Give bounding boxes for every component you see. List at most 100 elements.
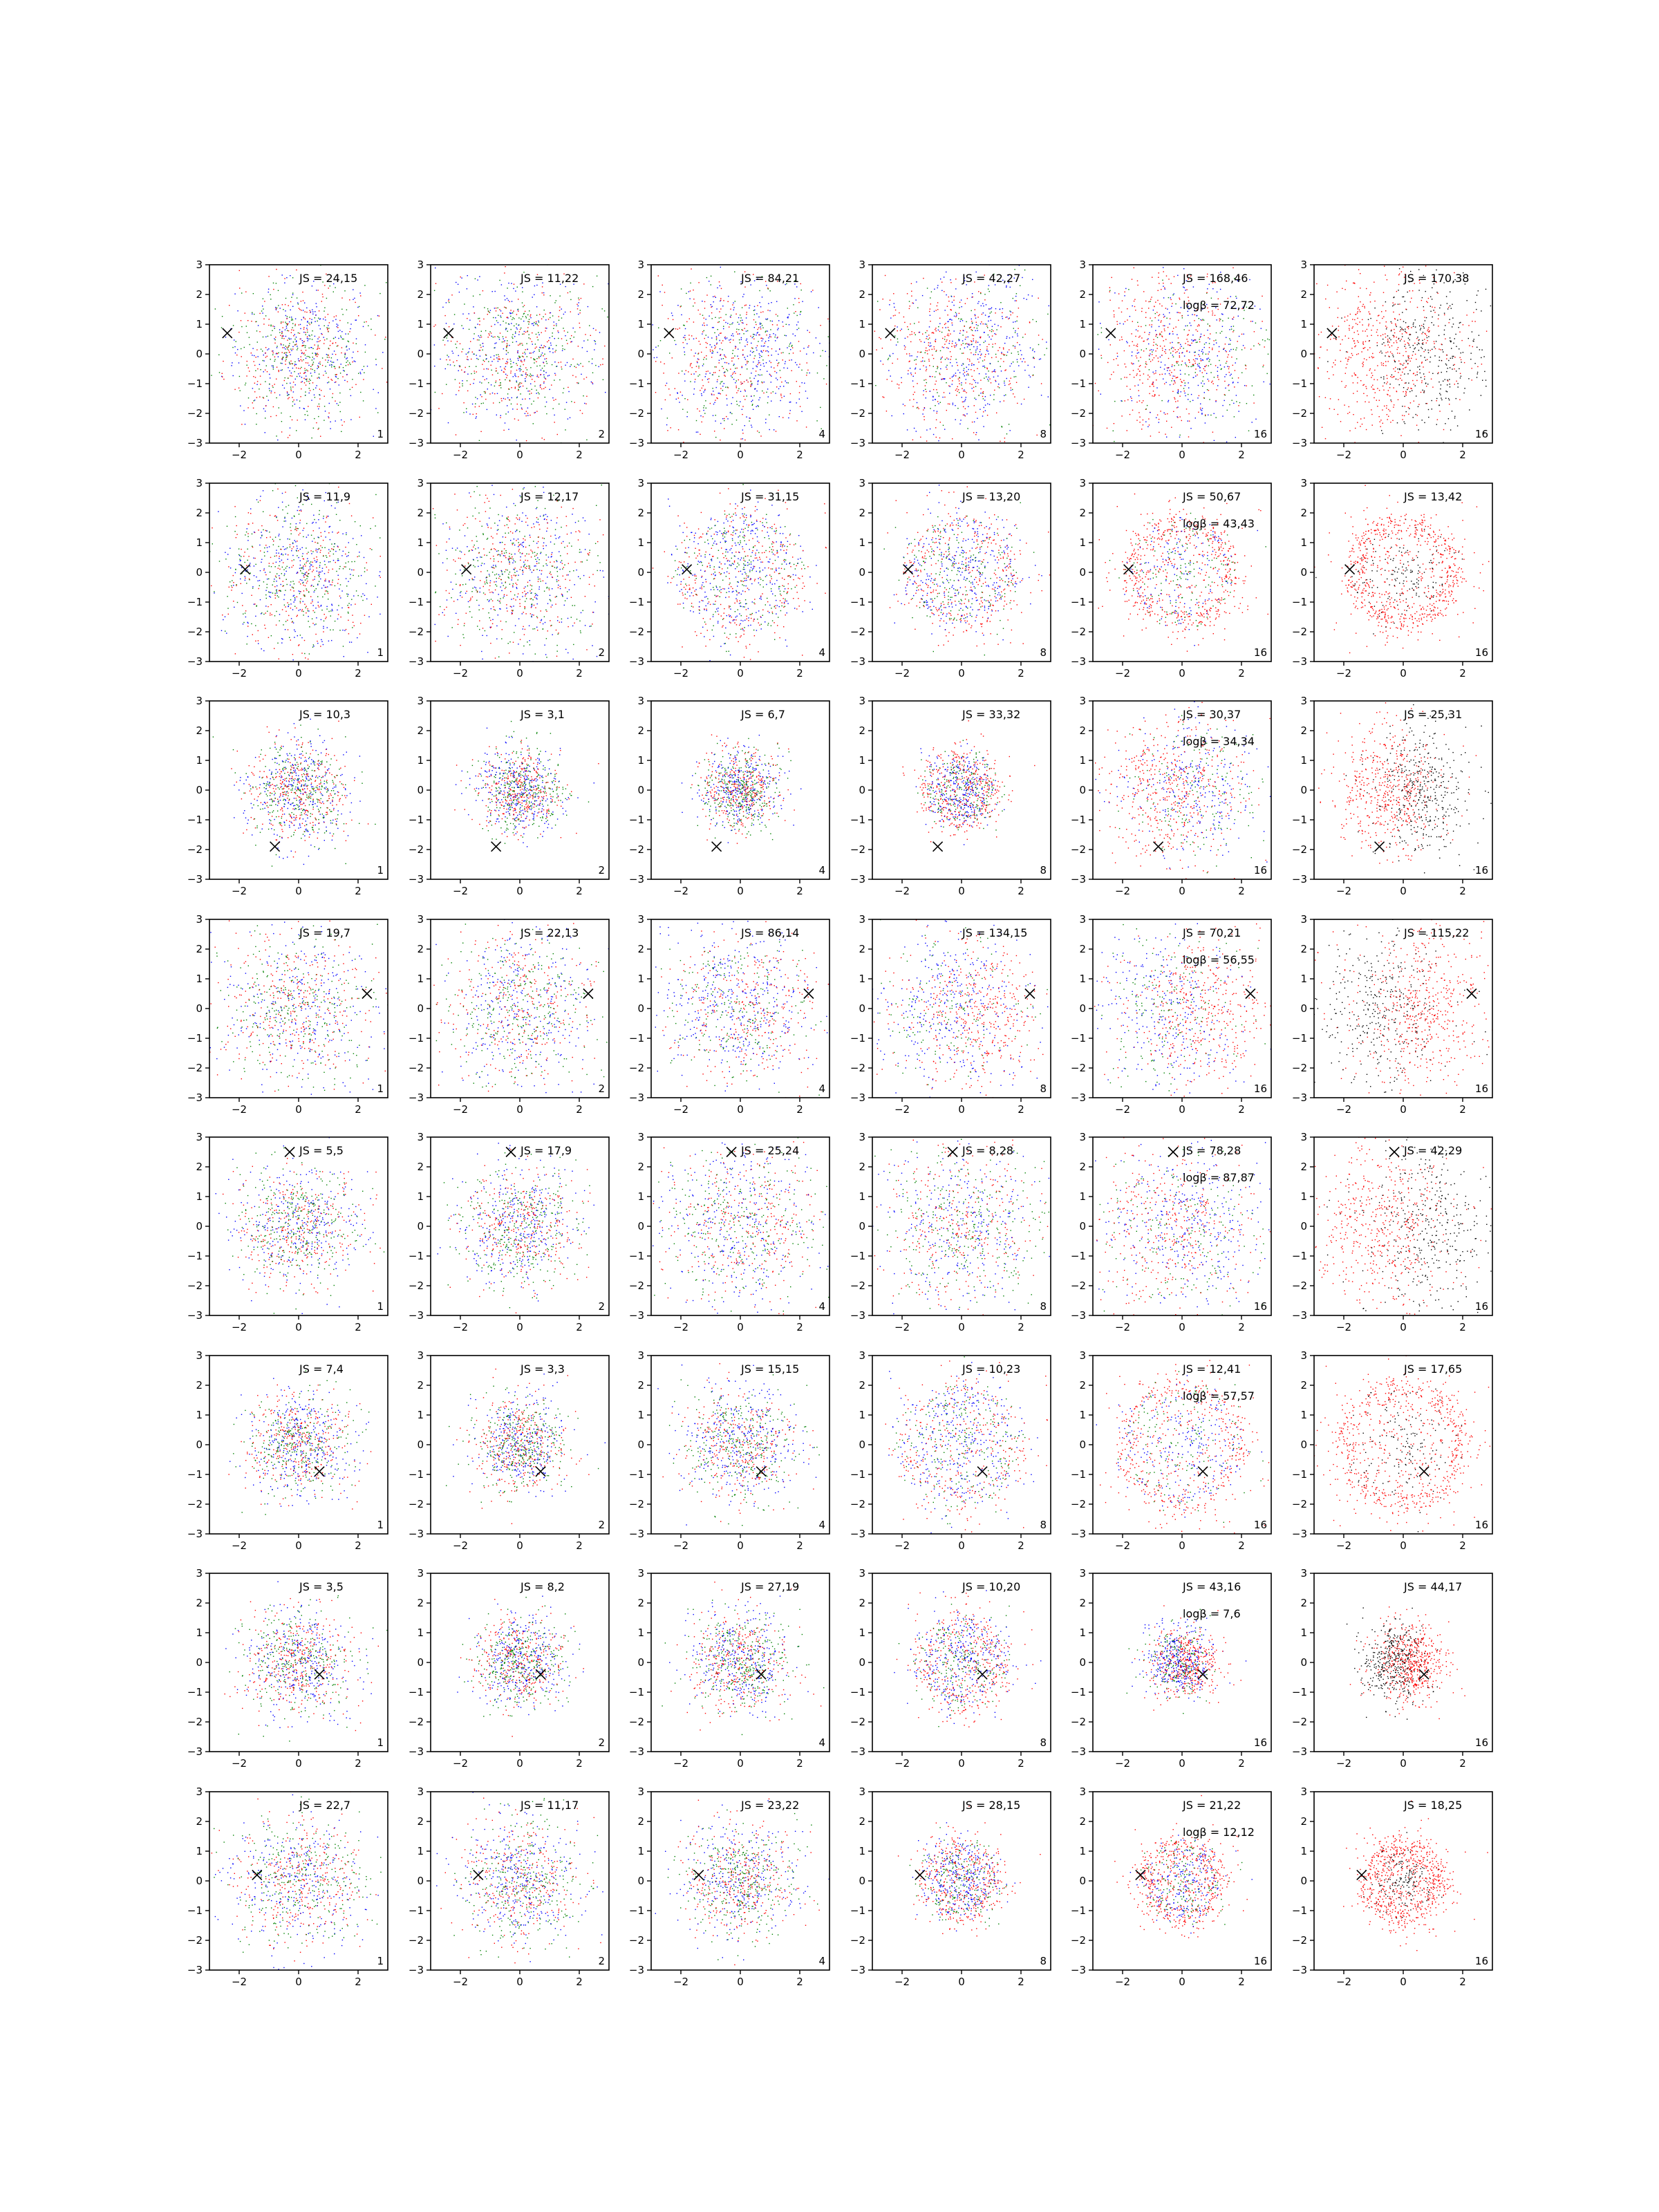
scatter-point [1427, 448, 1428, 449]
scatter-point [509, 301, 510, 303]
scatter-point [893, 293, 894, 294]
scatter-point [754, 355, 756, 357]
scatter-point [796, 402, 797, 404]
scatter-point [1134, 306, 1136, 308]
scatter-point [317, 346, 319, 348]
scatter-point [1023, 358, 1024, 359]
scatter-point [1149, 332, 1150, 333]
scatter-point [1046, 341, 1047, 343]
scatter-point [841, 403, 842, 404]
scatter-point [494, 324, 496, 326]
scatter-point [777, 329, 778, 330]
scatter-point [778, 320, 780, 321]
scatter-point [997, 375, 999, 377]
scatter-point [1032, 279, 1033, 281]
scatter-point [359, 292, 361, 294]
scatter-point [639, 310, 640, 311]
scatter-point [1157, 299, 1159, 301]
scatter-point [1441, 371, 1442, 373]
scatter-point [294, 365, 295, 366]
scatter-point [946, 357, 948, 359]
scatter-point [534, 411, 536, 413]
scatter-point [515, 332, 516, 334]
scatter-point [933, 348, 935, 350]
scatter-point [1398, 368, 1400, 370]
scatter-point [715, 337, 718, 339]
scatter-point [257, 356, 259, 357]
scatter-point [326, 327, 328, 328]
scatter-point [1350, 248, 1351, 249]
scatter-point [963, 406, 964, 408]
scatter-point [978, 450, 979, 451]
scatter-point [924, 407, 926, 409]
scatter-point [1206, 458, 1207, 459]
x-marker [664, 328, 675, 339]
scatter-point [781, 397, 782, 398]
scatter-point [1345, 367, 1347, 368]
scatter-point [701, 393, 702, 395]
scatter-point [252, 348, 254, 349]
scatter-point [946, 368, 948, 370]
scatter-point [1197, 397, 1199, 399]
scatter-point [725, 244, 726, 245]
scatter-point [1156, 387, 1158, 388]
scatter-point [754, 388, 756, 390]
y-tick-label: 3 [859, 259, 865, 271]
scatter-point [767, 388, 769, 390]
scatter-point [343, 370, 344, 371]
scatter-point [299, 368, 301, 369]
scatter-point [1168, 297, 1170, 299]
scatter-point [541, 286, 543, 288]
scatter-point [516, 397, 518, 399]
scatter-point [740, 438, 742, 440]
scatter-point [718, 375, 720, 377]
scatter-point [571, 335, 572, 337]
scatter-point [956, 388, 957, 390]
scatter-point [539, 365, 541, 366]
scatter-point [1425, 342, 1427, 344]
scatter-point [283, 379, 285, 382]
scatter-point [335, 374, 336, 375]
scatter-point [257, 325, 259, 326]
scatter-point [1416, 306, 1418, 308]
scatter-point [1141, 402, 1143, 404]
scatter-point [331, 364, 332, 366]
scatter-point [446, 384, 447, 385]
scatter-point [802, 301, 803, 302]
scatter-point [1454, 364, 1455, 366]
scatter-point [297, 332, 299, 334]
scatter-point [523, 333, 525, 335]
scatter-point [904, 348, 906, 350]
scatter-point [1188, 308, 1190, 310]
scatter-point [705, 400, 706, 402]
scatter-point [221, 327, 223, 328]
scatter-point [939, 317, 941, 319]
scatter-point [722, 340, 724, 341]
scatter-point [274, 360, 275, 362]
scatter-point [1382, 292, 1385, 293]
scatter-point [1192, 365, 1194, 366]
scatter-point [433, 326, 435, 327]
scatter-point [733, 307, 735, 308]
scatter-point [1203, 397, 1205, 399]
scatter-point [299, 360, 301, 362]
scatter-point [796, 364, 798, 366]
scatter-point [725, 386, 727, 388]
scatter-point [461, 325, 462, 326]
scatter-point [512, 341, 514, 343]
scatter-point [1382, 363, 1384, 364]
scatter-point [351, 386, 353, 388]
scatter-point [525, 440, 527, 442]
scatter-point [1215, 417, 1217, 418]
scatter-point [1366, 359, 1367, 361]
scatter-point [726, 467, 727, 468]
scatter-point [750, 284, 751, 285]
scatter-point [1035, 321, 1037, 322]
scatter-point [1170, 299, 1172, 301]
scatter-point [1145, 317, 1147, 318]
y-tick-label: 1 [1079, 318, 1086, 330]
scatter-point [265, 347, 267, 348]
scatter-point [975, 382, 977, 384]
scatter-point [994, 324, 995, 325]
scatter-point [359, 371, 361, 373]
